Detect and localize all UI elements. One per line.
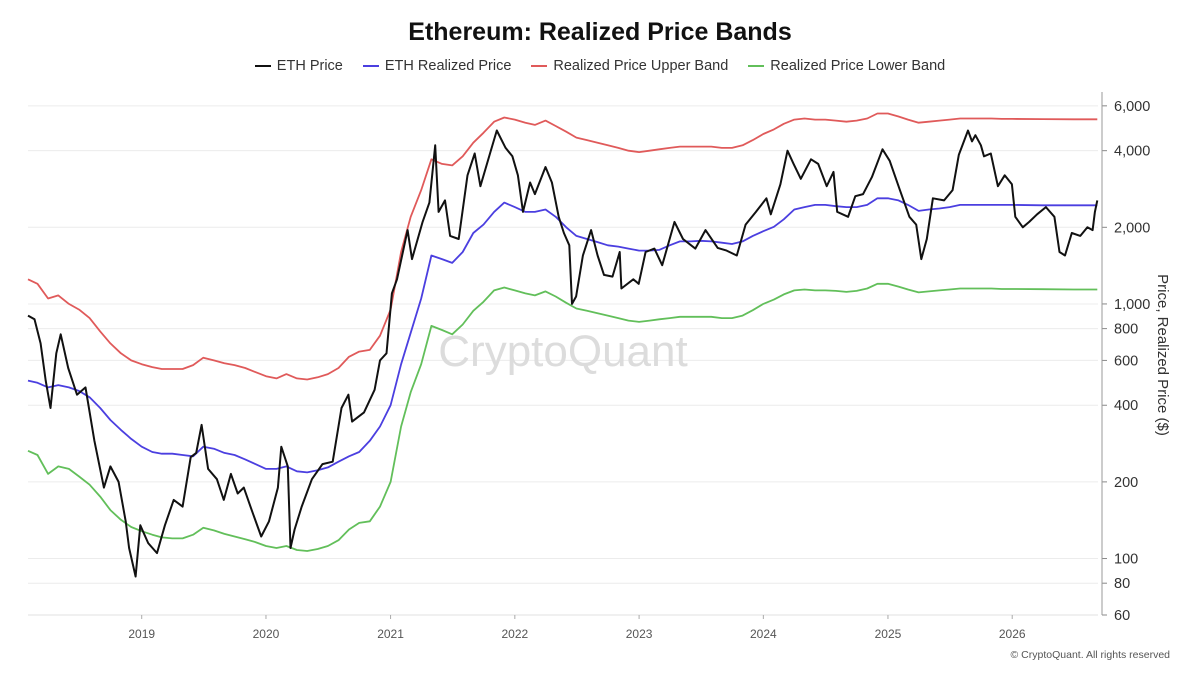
x-tick-label: 2024 bbox=[750, 627, 777, 641]
legend-label: Realized Price Upper Band bbox=[553, 58, 729, 74]
y-tick-label: 2,000 bbox=[1114, 220, 1150, 236]
x-tick-label: 2019 bbox=[128, 627, 155, 641]
legend-swatch bbox=[531, 65, 548, 67]
y-tick-label: 100 bbox=[1114, 552, 1138, 568]
x-tick-label: 2022 bbox=[501, 627, 528, 641]
x-tick-label: 2026 bbox=[999, 627, 1026, 641]
x-tick-label: 2020 bbox=[253, 627, 280, 641]
y-tick-label: 200 bbox=[1114, 475, 1138, 491]
y-tick-label: 1,000 bbox=[1114, 297, 1150, 313]
legend-swatch bbox=[362, 65, 379, 67]
legend-swatch bbox=[254, 65, 271, 67]
axes: 60 80 100 200 400 600 800 1,000 2,000 4,000 6,000 2… bbox=[28, 92, 1150, 641]
x-tick-label: 2021 bbox=[377, 627, 404, 641]
legend-item-eth-price[interactable]: ETH Price bbox=[254, 58, 343, 74]
y-axis-label: Price, Realized Price ($) bbox=[1154, 274, 1171, 436]
watermark: CryptoQuant bbox=[438, 327, 687, 376]
y-tick-label: 80 bbox=[1114, 576, 1130, 592]
y-tick-label: 6,000 bbox=[1114, 99, 1150, 115]
legend-label: ETH Realized Price bbox=[384, 58, 512, 74]
legend-swatch bbox=[748, 65, 765, 67]
x-tick-label: 2025 bbox=[875, 627, 902, 641]
legend-label: ETH Price bbox=[276, 58, 343, 74]
copyright-notice: © CryptoQuant. All rights reserved bbox=[1010, 649, 1170, 661]
y-tick-label: 800 bbox=[1114, 322, 1138, 338]
y-tick-label: 600 bbox=[1114, 353, 1138, 369]
legend-item-upper-band[interactable]: Realized Price Upper Band bbox=[531, 58, 728, 74]
y-tick-label: 60 bbox=[1114, 608, 1130, 624]
eth-price-line bbox=[27, 129, 1099, 578]
upper-band-line bbox=[27, 112, 1098, 381]
legend: ETH Price ETH Realized Price Realized Pr… bbox=[0, 58, 1200, 74]
lower-band-line bbox=[27, 282, 1098, 552]
chart-title: Ethereum: Realized Price Bands bbox=[408, 18, 792, 46]
legend-item-lower-band[interactable]: Realized Price Lower Band bbox=[748, 58, 945, 74]
gridlines bbox=[28, 105, 1098, 584]
series-layer bbox=[27, 112, 1099, 578]
x-tick-label: 2023 bbox=[626, 627, 653, 641]
legend-item-eth-realized-price[interactable]: ETH Realized Price bbox=[362, 58, 512, 74]
y-tick-label: 400 bbox=[1114, 398, 1138, 414]
legend-label: Realized Price Lower Band bbox=[770, 58, 946, 74]
y-tick-label: 4,000 bbox=[1114, 144, 1150, 160]
